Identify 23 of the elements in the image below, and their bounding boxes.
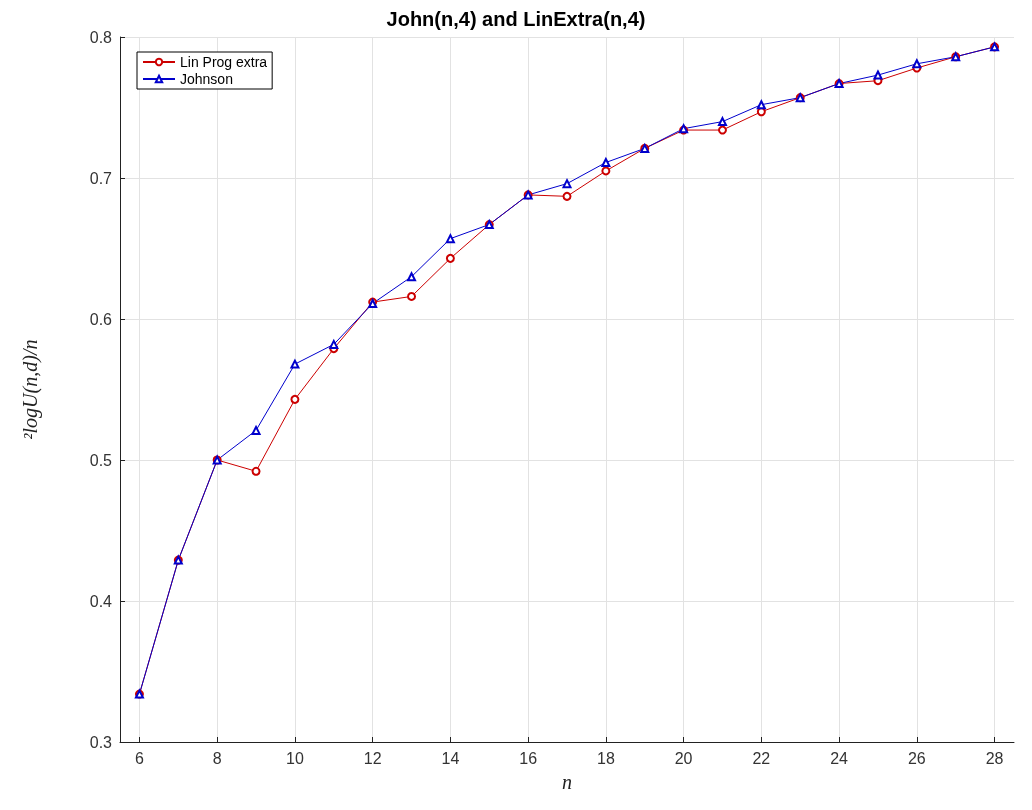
x-tick-label: 22 bbox=[752, 749, 771, 767]
x-tick-label: 10 bbox=[286, 749, 304, 767]
chart-title: John(n,4) and LinExtra(n,4) bbox=[386, 8, 646, 30]
x-tick-label: 20 bbox=[674, 749, 693, 767]
legend-label: Lin Prog extra bbox=[180, 54, 268, 70]
x-tick-label: 26 bbox=[907, 749, 926, 767]
x-tick-label: 28 bbox=[985, 749, 1004, 767]
x-tick-label: 14 bbox=[441, 749, 460, 767]
y-tick-label: 0.5 bbox=[89, 451, 113, 469]
y-tick-label: 0.4 bbox=[89, 592, 113, 610]
x-tick-label: 12 bbox=[363, 749, 382, 767]
y-axis-title: ²logU(n,d)/n bbox=[19, 339, 42, 440]
x-tick-label: 16 bbox=[519, 749, 538, 767]
legend-label: Johnson bbox=[180, 71, 233, 87]
y-tick-label: 0.3 bbox=[89, 733, 113, 751]
x-tick-label: 8 bbox=[212, 749, 222, 767]
y-tick-label: 0.7 bbox=[89, 169, 113, 187]
y-tick-label: 0.6 bbox=[89, 310, 113, 328]
x-tick-label: 6 bbox=[134, 749, 144, 767]
x-axis-title: n bbox=[562, 771, 572, 793]
x-tick-label: 24 bbox=[830, 749, 849, 767]
y-tick-label: 0.8 bbox=[89, 28, 113, 46]
x-tick-label: 18 bbox=[596, 749, 615, 767]
